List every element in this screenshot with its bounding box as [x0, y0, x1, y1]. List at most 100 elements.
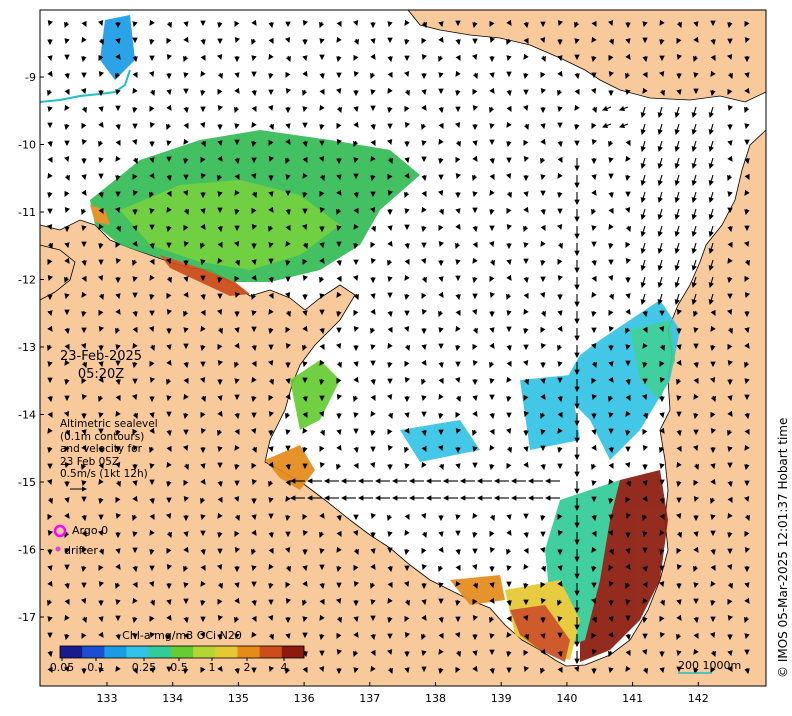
velocity-arrow [454, 376, 461, 384]
velocity-arrow [98, 140, 104, 148]
velocity-arrow [438, 327, 444, 334]
velocity-arrow [455, 172, 462, 180]
velocity-arrow [183, 224, 189, 231]
velocity-arrow [608, 309, 614, 316]
velocity-arrow [506, 344, 512, 352]
velocity-arrow [302, 70, 308, 77]
velocity-arrow [370, 38, 376, 45]
velocity-arrow [132, 240, 138, 247]
velocity-arrow [353, 191, 359, 199]
velocity-arrow [693, 36, 699, 43]
velocity-arrow [674, 174, 680, 187]
velocity-arrow [115, 89, 121, 96]
velocity-arrow [268, 206, 274, 213]
velocity-arrow [455, 156, 461, 163]
velocity-arrow [285, 393, 291, 400]
velocity-arrow [472, 410, 478, 417]
velocity-arrow [625, 155, 631, 162]
velocity-arrow [285, 174, 291, 181]
velocity-arrow [506, 395, 512, 403]
velocity-arrow [387, 106, 393, 114]
velocity-arrow [352, 274, 359, 282]
velocity-arrow [556, 223, 563, 231]
velocity-arrow [404, 412, 410, 419]
velocity-arrow [285, 378, 291, 385]
velocity-arrow [472, 140, 478, 147]
velocity-arrow [608, 157, 614, 164]
velocity-arrow [608, 325, 615, 333]
velocity-arrow [472, 72, 478, 80]
velocity-arrow [421, 21, 427, 29]
velocity-arrow [506, 360, 512, 367]
velocity-arrow [727, 174, 733, 182]
velocity-arrow [199, 121, 206, 129]
velocity-arrow [489, 342, 495, 349]
velocity-arrow [523, 206, 529, 213]
colorbar [59, 645, 305, 659]
velocity-arrow [234, 275, 240, 282]
velocity-arrow [438, 138, 444, 145]
velocity-arrow [81, 377, 87, 384]
velocity-arrow [506, 207, 512, 214]
velocity-arrow [370, 174, 376, 182]
date-line: 23-Feb-2025 [60, 349, 143, 364]
velocity-arrow [455, 140, 461, 148]
velocity-arrow [250, 172, 257, 180]
velocity-arrow [640, 276, 646, 289]
velocity-arrow [149, 242, 155, 250]
velocity-arrow [370, 123, 376, 131]
velocity-arrow [251, 38, 257, 46]
lon-tick-label: 136 [294, 692, 315, 705]
desc-line: 0.5m/s (1kt 12h) [60, 468, 148, 480]
velocity-arrow [64, 21, 70, 29]
velocity-arrow [370, 257, 377, 265]
velocity-arrow [81, 361, 87, 369]
velocity-arrow [455, 223, 461, 230]
velocity-arrow [471, 308, 478, 316]
velocity-arrow [47, 156, 53, 163]
velocity-arrow [708, 174, 714, 187]
velocity-arrow [421, 37, 427, 44]
velocity-arrow [506, 121, 512, 128]
velocity-arrow [64, 174, 70, 182]
velocity-arrow [693, 377, 699, 384]
velocity-arrow [523, 21, 529, 29]
velocity-arrow [658, 325, 665, 333]
velocity-arrow [319, 206, 326, 214]
velocity-arrow [302, 55, 308, 62]
lon-tick-label: 133 [97, 692, 118, 705]
velocity-arrow [590, 87, 597, 95]
velocity-arrow [149, 172, 155, 179]
velocity-arrow [744, 87, 750, 94]
velocity-arrow [387, 412, 393, 420]
velocity-arrow [47, 172, 53, 179]
velocity-arrow [607, 19, 614, 27]
velocity-arrow [80, 87, 87, 95]
colorbar-segment [281, 646, 305, 658]
velocity-arrow [302, 156, 308, 163]
velocity-arrow [234, 36, 241, 44]
velocity-arrow [64, 123, 70, 131]
velocity-arrow [591, 106, 597, 114]
velocity-arrow [149, 376, 156, 384]
velocity-arrow [302, 344, 308, 352]
velocity-arrow [268, 37, 274, 44]
velocity-arrow [183, 21, 189, 28]
velocity-arrow [557, 19, 564, 27]
velocity-arrow [115, 394, 121, 401]
velocity-arrow [744, 20, 750, 27]
velocity-arrow [744, 157, 750, 165]
desc-line: and velocity for [60, 443, 142, 455]
velocity-arrow [674, 191, 680, 204]
velocity-arrow [183, 122, 189, 129]
velocity-arrow [691, 106, 697, 119]
colorbar-tick-label: 0.5 [170, 661, 188, 674]
velocity-arrow [659, 376, 666, 384]
velocity-arrow [674, 106, 680, 119]
velocity-arrow [710, 89, 716, 97]
velocity-arrow [472, 88, 478, 95]
velocity-arrow [370, 72, 376, 80]
velocity-arrow [353, 309, 359, 316]
velocity-arrow [625, 225, 631, 233]
velocity-arrow [708, 259, 714, 272]
